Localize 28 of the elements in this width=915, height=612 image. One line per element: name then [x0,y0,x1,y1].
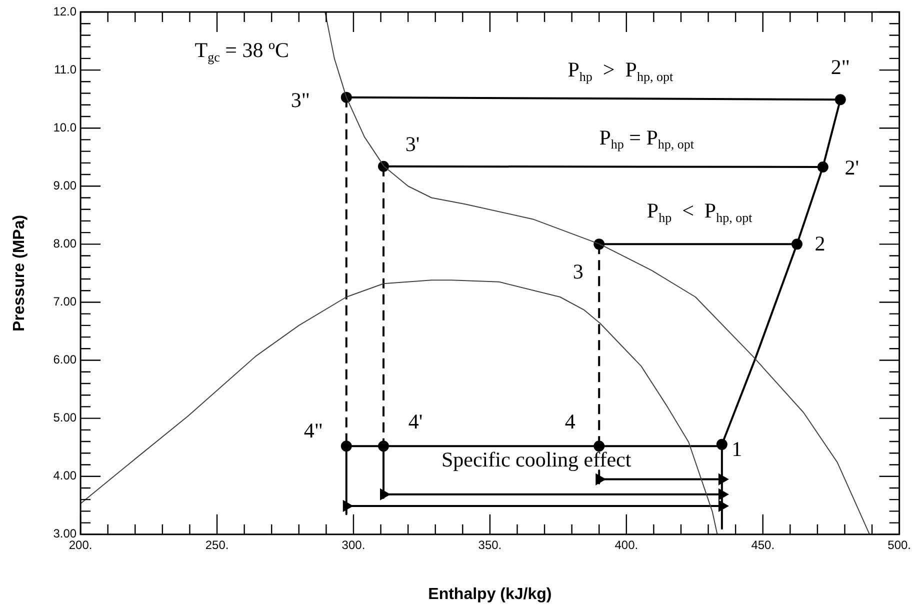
annotation: 4' [408,410,423,434]
y-tick-label: 6.00 [53,352,77,367]
annotation: 3 [572,260,584,284]
annotation: 4" [304,418,323,443]
annotation: 3" [290,88,310,112]
y-tick-label: 12.0 [53,4,77,18]
y-tick-label: 7.00 [53,294,77,309]
annotation: 3' [405,132,420,156]
annotation: 2" [830,55,850,80]
annotation: 4 [564,410,576,434]
x-tick-label: 250. [205,538,229,552]
annotation: 2' [844,155,860,180]
y-tick-label: 9.00 [53,178,77,192]
x-axis-title: Enthalpy (kJ/kg) [428,586,552,603]
y-axis-title: Pressure (MPa) [11,214,28,332]
x-tick-label: 300. [342,538,366,552]
y-tick-label: 11.0 [54,62,77,76]
x-tick-label: 500. [888,538,911,552]
y-tick-label: 5.00 [53,410,77,425]
x-tick-label: 450. [751,538,775,552]
y-tick-label: 10.0 [53,120,77,134]
y-tick-label: 4.00 [53,468,77,483]
annotation: Specific cooling effect [441,448,632,472]
annotation: 1 [732,436,742,461]
y-tick-label: 8.00 [53,236,77,250]
x-tick-label: 350. [478,538,502,552]
x-tick-label: 400. [614,538,638,552]
annotation: 2 [814,232,826,256]
